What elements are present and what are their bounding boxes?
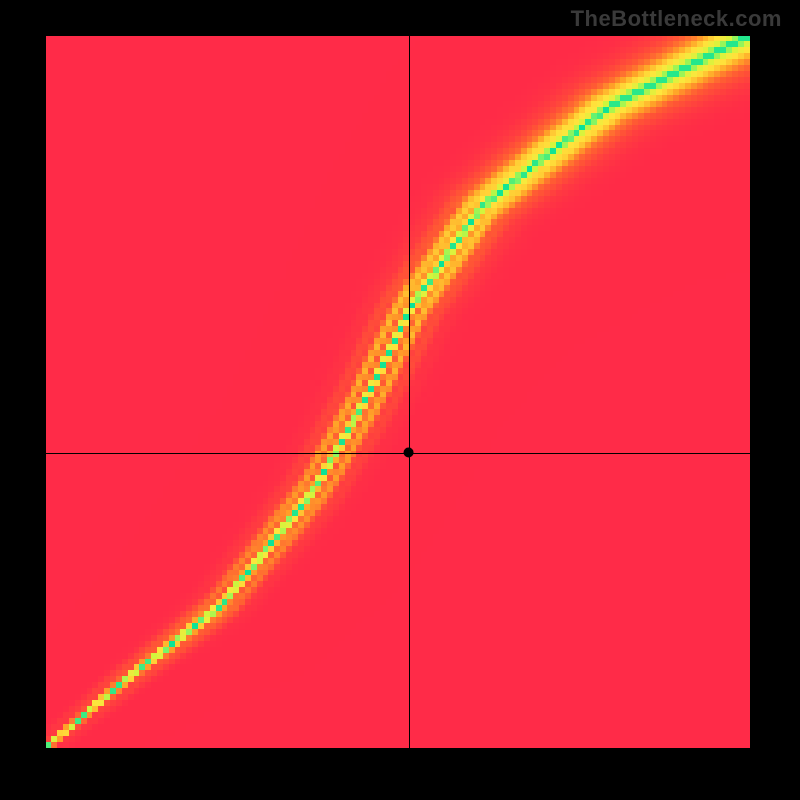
- plot-area: [46, 36, 750, 748]
- chart-container: TheBottleneck.com: [0, 0, 800, 800]
- heatmap-canvas: [46, 36, 750, 748]
- watermark-text: TheBottleneck.com: [571, 6, 782, 32]
